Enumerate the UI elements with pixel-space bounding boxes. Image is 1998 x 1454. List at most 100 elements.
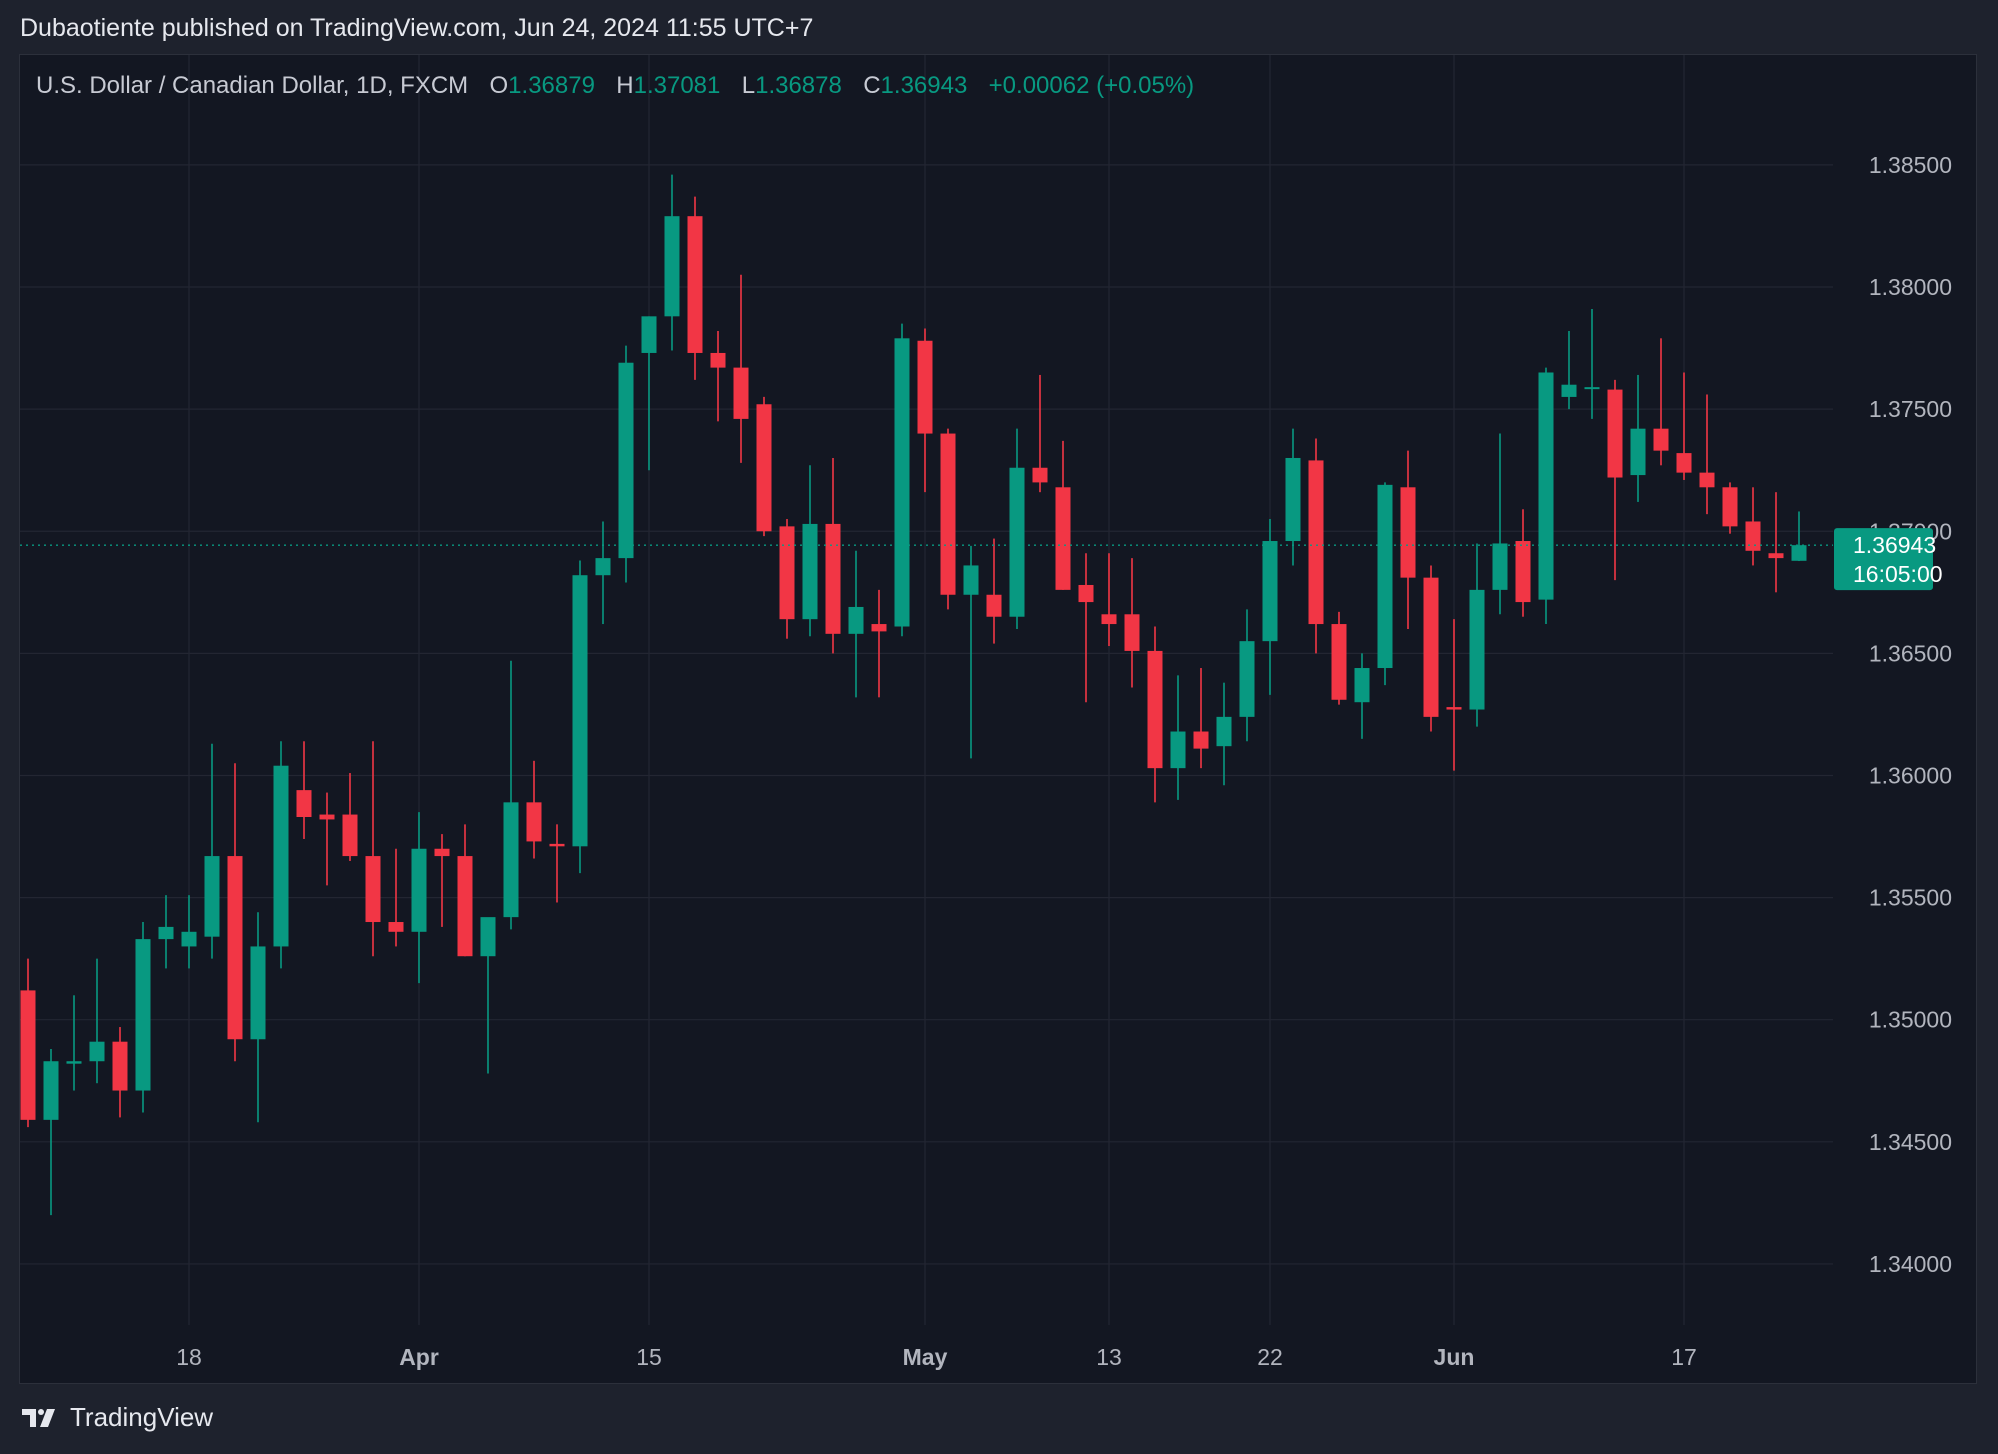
candle-down[interactable] — [457, 824, 473, 957]
candle-down[interactable] — [986, 538, 1002, 644]
candle-body — [1446, 707, 1462, 710]
candle-down[interactable] — [1722, 482, 1738, 534]
candle-up[interactable] — [181, 895, 197, 969]
candle-body — [1492, 543, 1508, 590]
candle-up[interactable] — [1377, 482, 1393, 686]
candle-down[interactable] — [825, 457, 841, 654]
candle-down[interactable] — [1193, 668, 1209, 769]
candle-up[interactable] — [250, 912, 266, 1123]
candle-down[interactable] — [434, 834, 450, 927]
candle-down[interactable] — [1423, 565, 1439, 732]
candle-up[interactable] — [1630, 374, 1646, 502]
candle-down[interactable] — [365, 741, 381, 957]
candle-down[interactable] — [1446, 619, 1462, 771]
candle-up[interactable] — [480, 917, 496, 1074]
candle-down[interactable] — [733, 274, 749, 463]
candle-up[interactable] — [204, 743, 220, 959]
candle-body — [825, 523, 841, 634]
x-tick-label: 18 — [176, 1344, 202, 1370]
candle-down[interactable] — [388, 848, 404, 947]
candle-up[interactable] — [1584, 309, 1600, 419]
candle-up[interactable] — [273, 741, 289, 969]
candle-up[interactable] — [1538, 367, 1554, 625]
chart-panel[interactable] — [19, 54, 1977, 1384]
candle-up[interactable] — [1492, 433, 1508, 615]
candle-up[interactable] — [894, 323, 910, 637]
candle-up[interactable] — [89, 958, 105, 1084]
candle-down[interactable] — [227, 763, 243, 1062]
candle-down[interactable] — [710, 330, 726, 422]
candle-down[interactable] — [1607, 379, 1623, 581]
candle-down[interactable] — [549, 824, 565, 903]
candle-up[interactable] — [503, 660, 519, 930]
candle-body — [1147, 650, 1163, 769]
candle-down[interactable] — [319, 792, 335, 886]
candle-body — [1699, 472, 1715, 488]
candle-up[interactable] — [618, 345, 634, 583]
candle-down[interactable] — [1147, 626, 1163, 803]
candle-up[interactable] — [1354, 653, 1370, 739]
candle-up[interactable] — [963, 545, 979, 759]
candle-down[interactable] — [1331, 611, 1347, 705]
candle-down[interactable] — [917, 328, 933, 493]
candle-up[interactable] — [1791, 511, 1807, 562]
candle-up[interactable] — [848, 550, 864, 698]
candle-body — [1124, 614, 1140, 651]
candle-up[interactable] — [641, 316, 657, 471]
candle-up[interactable] — [802, 465, 818, 637]
candle-down[interactable] — [779, 519, 795, 639]
candle-up[interactable] — [66, 995, 82, 1091]
candle-down[interactable] — [1515, 509, 1531, 617]
candle-body — [986, 594, 1002, 617]
candle-down[interactable] — [296, 741, 312, 839]
candle-down[interactable] — [526, 760, 542, 859]
candle-down[interactable] — [1768, 492, 1784, 593]
candle-down[interactable] — [20, 958, 36, 1128]
candle-down[interactable] — [342, 773, 358, 861]
candle-up[interactable] — [572, 560, 588, 874]
candle-down[interactable] — [1745, 487, 1761, 566]
candle-up[interactable] — [1262, 519, 1278, 695]
candle-down[interactable] — [871, 589, 887, 698]
candle-down[interactable] — [1308, 438, 1324, 654]
candle-body — [273, 765, 289, 947]
candle-down[interactable] — [940, 428, 956, 610]
candle-up[interactable] — [135, 922, 151, 1113]
candle-up[interactable] — [1009, 428, 1025, 629]
candle-body — [1745, 521, 1761, 551]
candle-body — [549, 843, 565, 847]
candle-down[interactable] — [756, 396, 772, 537]
candle-up[interactable] — [1239, 609, 1255, 742]
candle-down[interactable] — [1653, 338, 1669, 466]
candle-body — [756, 404, 772, 532]
candle-up[interactable] — [43, 1049, 59, 1216]
candle-down[interactable] — [1101, 553, 1117, 647]
y-tick-label: 1.38000 — [1869, 274, 1952, 300]
candle-up[interactable] — [664, 174, 680, 351]
candle-body — [1308, 460, 1324, 625]
candle-up[interactable] — [1216, 682, 1232, 786]
candle-down[interactable] — [1400, 450, 1416, 629]
candle-down[interactable] — [1032, 374, 1048, 493]
y-tick-label: 1.36000 — [1869, 762, 1952, 788]
candle-up[interactable] — [411, 812, 427, 984]
candle-body — [917, 340, 933, 434]
candle-down[interactable] — [112, 1027, 128, 1118]
y-tick-label: 1.34500 — [1869, 1129, 1952, 1155]
candle-down[interactable] — [1124, 558, 1140, 688]
candle-down[interactable] — [1055, 440, 1071, 590]
candle-up[interactable] — [1285, 428, 1301, 566]
candle-down[interactable] — [687, 196, 703, 380]
symbol-name[interactable]: U.S. Dollar / Canadian Dollar, 1D, FXCM — [36, 72, 469, 99]
footer-brand[interactable]: TradingView — [20, 1402, 213, 1433]
candle-up[interactable] — [595, 521, 611, 625]
candle-up[interactable] — [1469, 543, 1485, 727]
candle-up[interactable] — [1170, 675, 1186, 800]
candle-down[interactable] — [1699, 394, 1715, 515]
candle-down[interactable] — [1676, 372, 1692, 480]
candle-down[interactable] — [1078, 553, 1094, 703]
candle-body — [457, 856, 473, 957]
candle-up[interactable] — [158, 895, 174, 969]
candle-up[interactable] — [1561, 330, 1577, 410]
